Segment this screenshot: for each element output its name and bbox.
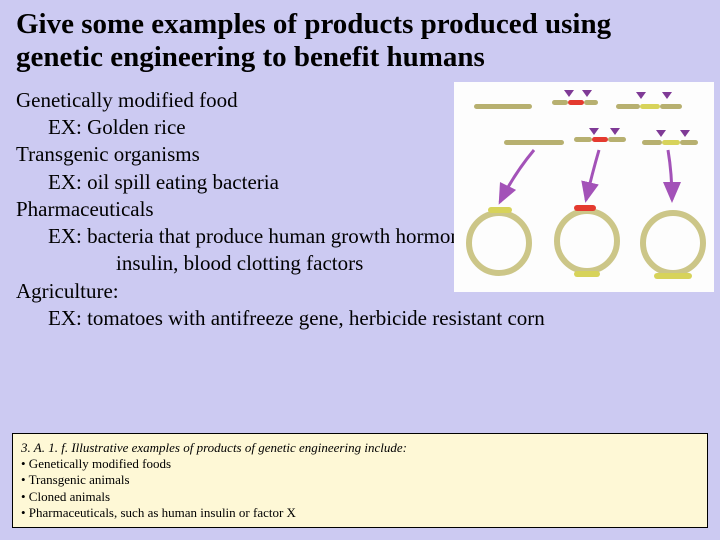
plasmid-icon [640,210,706,276]
plasmid-icon [466,210,532,276]
footer-note: 3. A. 1. f. Illustrative examples of pro… [12,433,708,528]
example-text: EX: tomatoes with antifreeze gene, herbi… [16,305,704,332]
footer-bullet: • Genetically modified foods [21,456,699,472]
footer-bullet: • Transgenic animals [21,472,699,488]
footer-bullet: • Pharmaceuticals, such as human insulin… [21,505,699,521]
footer-bullet: • Cloned animals [21,489,699,505]
plasmid-icon [554,208,620,274]
slide-title: Give some examples of products produced … [0,0,720,81]
footer-lead: 3. A. 1. f. Illustrative examples of pro… [21,440,699,456]
plasmid-diagram [454,82,714,292]
